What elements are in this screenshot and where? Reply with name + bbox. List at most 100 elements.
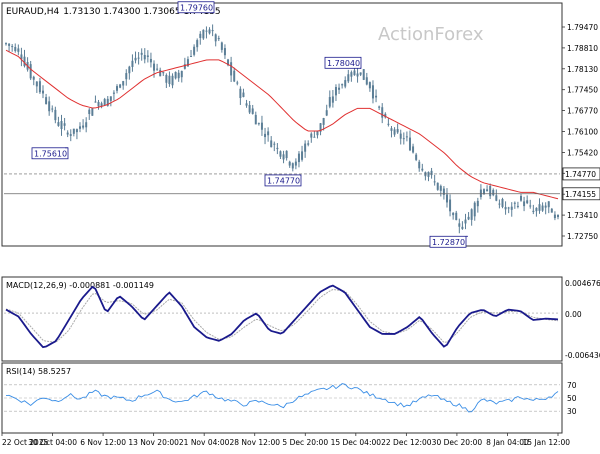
candle-body [347,74,350,82]
price-layer: 1.74770 1.74155 [4,24,600,234]
candle-body [325,110,328,116]
candle-body [350,72,353,77]
candle-body [48,101,51,112]
candle-body [393,129,396,135]
candle-body [38,81,41,93]
candle-body [254,114,257,125]
chart-header: EURAUD,H4 1.73130 1.74300 1.73065 1.74155 [6,7,221,17]
macd-panel-frame [1,276,563,362]
candle-body [205,30,208,32]
candle-body [260,122,263,130]
candle-body [316,130,319,136]
candle-body [307,143,310,145]
price-y-tick-label: 1.77450 [567,86,598,95]
candle-body [134,57,137,61]
candle-body [495,195,498,201]
candle-body [442,188,445,195]
candle-body [100,103,103,107]
macd-line [5,284,559,349]
candle-body [20,54,23,60]
candle-body [109,96,112,101]
candle-body [344,80,347,87]
candle-body [122,81,125,86]
candle-body [547,201,550,208]
candle-body [529,205,532,207]
candle-body [356,73,359,77]
price-annotation-label: 1.72870 [432,238,465,247]
candle-body [519,195,522,201]
candle-body [461,226,464,229]
candle-body [384,113,387,118]
candle-body [294,161,297,166]
candle-body [103,99,106,106]
candle-body [42,90,45,94]
reference-label-box [562,167,600,181]
candle-body [473,202,476,217]
candle-body [159,69,162,77]
price-annotation-box [177,1,215,14]
price-y-tick-label: 1.73410 [567,211,598,220]
candle-body [131,60,134,67]
candle-body [489,186,492,197]
candle-body [359,72,362,75]
candle-body [17,48,20,52]
candle-body [119,84,122,88]
candle-body [153,63,156,71]
watermark: ActionForex [378,24,484,45]
candle-body [387,123,390,125]
candle-body [57,122,60,126]
x-tick-label: 22 Dec 12:00 [381,438,432,447]
candle-body [94,101,97,103]
x-tick-label: 13 Nov 20:00 [128,438,179,447]
candle-body [319,123,322,132]
candle-body [14,46,17,52]
candle-body [399,133,402,139]
price-annotation-box [429,235,467,248]
rsi-y-tick-label: 30 [567,407,577,416]
candle-body [91,108,94,116]
candle-body [470,209,473,220]
candle-body [285,150,288,159]
candle-body [412,146,415,153]
candle-body [251,108,254,114]
candle-body [230,62,233,76]
candle-body [476,200,479,207]
x-tick-label: 30 Dec 20:00 [432,438,483,447]
candle-body [526,200,529,204]
x-tick-label: 15 Dec 04:00 [331,438,382,447]
price-y-tick-label: 1.72750 [567,232,598,241]
macd-y-tick-label: 0.00 [565,310,582,319]
candle-body [82,125,85,128]
rsi-y-tick-label: 50 [567,394,577,403]
price-y-tick-label: 1.78130 [567,65,598,74]
candle-body [464,219,467,224]
candle-body [535,207,538,212]
candle-body [35,81,38,87]
candle-body [276,147,279,150]
price-annotation-box [264,174,302,187]
price-panel-frame [1,2,563,247]
candle-body [507,207,510,209]
candle-body [180,70,183,78]
candle-body [199,33,202,38]
candle-body [279,151,282,157]
price-y-tick-label: 1.79470 [567,23,598,32]
rsi-line [5,383,559,413]
candle-body [162,72,165,74]
candle-body [304,143,307,152]
annotation-layer: 1.79760 1.78040 1.75610 1.74770 1.72870 [31,1,468,248]
candle-body [190,56,193,58]
candle-body [137,57,140,59]
candle-body [128,66,131,74]
candle-body [371,85,374,99]
candle-body [313,136,316,138]
candle-body [106,98,109,106]
candle-body [236,82,239,84]
candle-body [396,129,399,133]
candle-body [310,133,313,138]
candle-body [430,170,433,176]
candle-body [297,153,300,163]
candle-body [557,214,559,218]
rsi-panel-frame [1,362,563,434]
candle-body [223,48,226,56]
